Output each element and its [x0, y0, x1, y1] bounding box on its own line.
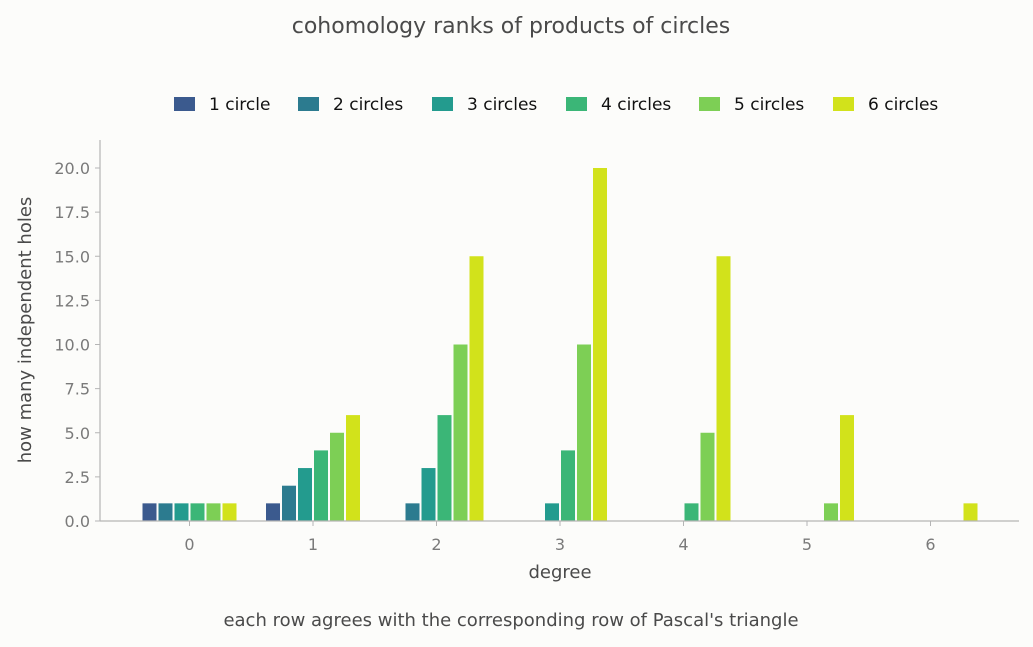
bar: 4 circles, 0: 1	[190, 503, 205, 521]
bars: 1 circle, 0: 1 1 circle, 1: 1 2 circles, 0…	[142, 168, 978, 521]
legend-swatch	[174, 97, 195, 111]
x-axis-label: degree	[528, 562, 591, 583]
bar: 6 circles, 0: 1	[222, 503, 237, 521]
y-tick-label: 10.0	[54, 336, 90, 355]
legend-swatch	[566, 97, 587, 111]
bar: 4 circles, 3: 4	[561, 450, 575, 521]
bar: 1 circle, 0: 1	[142, 503, 157, 521]
bar: 4 circles, 2: 6	[437, 415, 452, 521]
legend-label: 2 circles	[333, 95, 403, 115]
bar: 5 circles, 1: 5	[330, 432, 344, 521]
bar: 2 circles, 1: 2	[282, 485, 296, 521]
y-tick-label: 0.0	[65, 512, 90, 531]
y-tick-label: 20.0	[54, 159, 90, 178]
x-tick-label: 4	[678, 535, 688, 554]
legend-swatch	[699, 97, 720, 111]
y-tick-label: 7.5	[65, 380, 90, 399]
x-tick-label: 2	[431, 535, 441, 554]
y-tick-label: 2.5	[65, 468, 90, 487]
legend: 1 circle 2 circles 3 circles 4 circles 5 cir…	[174, 95, 938, 115]
plot-area: 0.0 2.5 5.0 7.5 10.0 12.5 15.0 17.5 20.0 0 1 2 3 4 5 6…	[54, 140, 1019, 554]
x-tick-label: 1	[308, 535, 318, 554]
y-tick-label: 5.0	[65, 424, 90, 443]
bar: 6 circles, 1: 6	[346, 415, 360, 521]
bar: 5 circles, 5: 1	[824, 503, 838, 521]
bar: 4 circles, 4: 1	[684, 503, 699, 521]
bar: 3 circles, 1: 3	[298, 468, 312, 521]
x-tick-label: 5	[802, 535, 812, 554]
bar: 6 circles, 5: 6	[840, 415, 854, 521]
x-axis-ticks: 0 1 2 3 4 5 6	[184, 521, 936, 554]
y-axis-ticks: 0.0 2.5 5.0 7.5 10.0 12.5 15.0 17.5 20.0	[54, 159, 100, 531]
legend-label: 3 circles	[467, 95, 537, 115]
x-tick-label: 0	[184, 535, 194, 554]
bar: 5 circles, 4: 5	[700, 432, 715, 521]
bar: 5 circles, 3: 10	[577, 344, 591, 521]
legend-swatch	[833, 97, 854, 111]
x-tick-label: 3	[555, 535, 565, 554]
bar: 6 circles, 6: 1	[963, 503, 978, 521]
bar: 1 circle, 1: 1	[266, 503, 280, 521]
y-tick-label: 17.5	[54, 203, 90, 222]
chart-title: cohomology ranks of products of circles	[292, 14, 731, 39]
legend-swatch	[298, 97, 319, 111]
bar: 2 circles, 2: 1	[405, 503, 420, 521]
bar: 4 circles, 1: 4	[314, 450, 328, 521]
bar: 6 circles, 4: 15	[716, 256, 731, 521]
legend-swatch	[432, 97, 453, 111]
x-tick-label: 6	[925, 535, 935, 554]
y-axis-label: how many independent holes	[15, 197, 36, 464]
y-tick-label: 15.0	[54, 247, 90, 266]
chart-caption: each row agrees with the corresponding r…	[223, 610, 798, 631]
legend-label: 6 circles	[868, 95, 938, 115]
bar: 6 circles, 3: 20	[593, 168, 607, 521]
legend-label: 1 circle	[209, 95, 270, 115]
bar: 3 circles, 2: 3	[421, 468, 436, 521]
bar: 3 circles, 0: 1	[174, 503, 189, 521]
legend-label: 4 circles	[601, 95, 671, 115]
bar: 5 circles, 2: 10	[453, 344, 468, 521]
legend-label: 5 circles	[734, 95, 804, 115]
bar: 5 circles, 0: 1	[206, 503, 221, 521]
bar: 3 circles, 3: 1	[545, 503, 559, 521]
y-tick-label: 12.5	[54, 291, 90, 310]
bar: 2 circles, 0: 1	[158, 503, 173, 521]
bar: 6 circles, 2: 15	[469, 256, 484, 521]
